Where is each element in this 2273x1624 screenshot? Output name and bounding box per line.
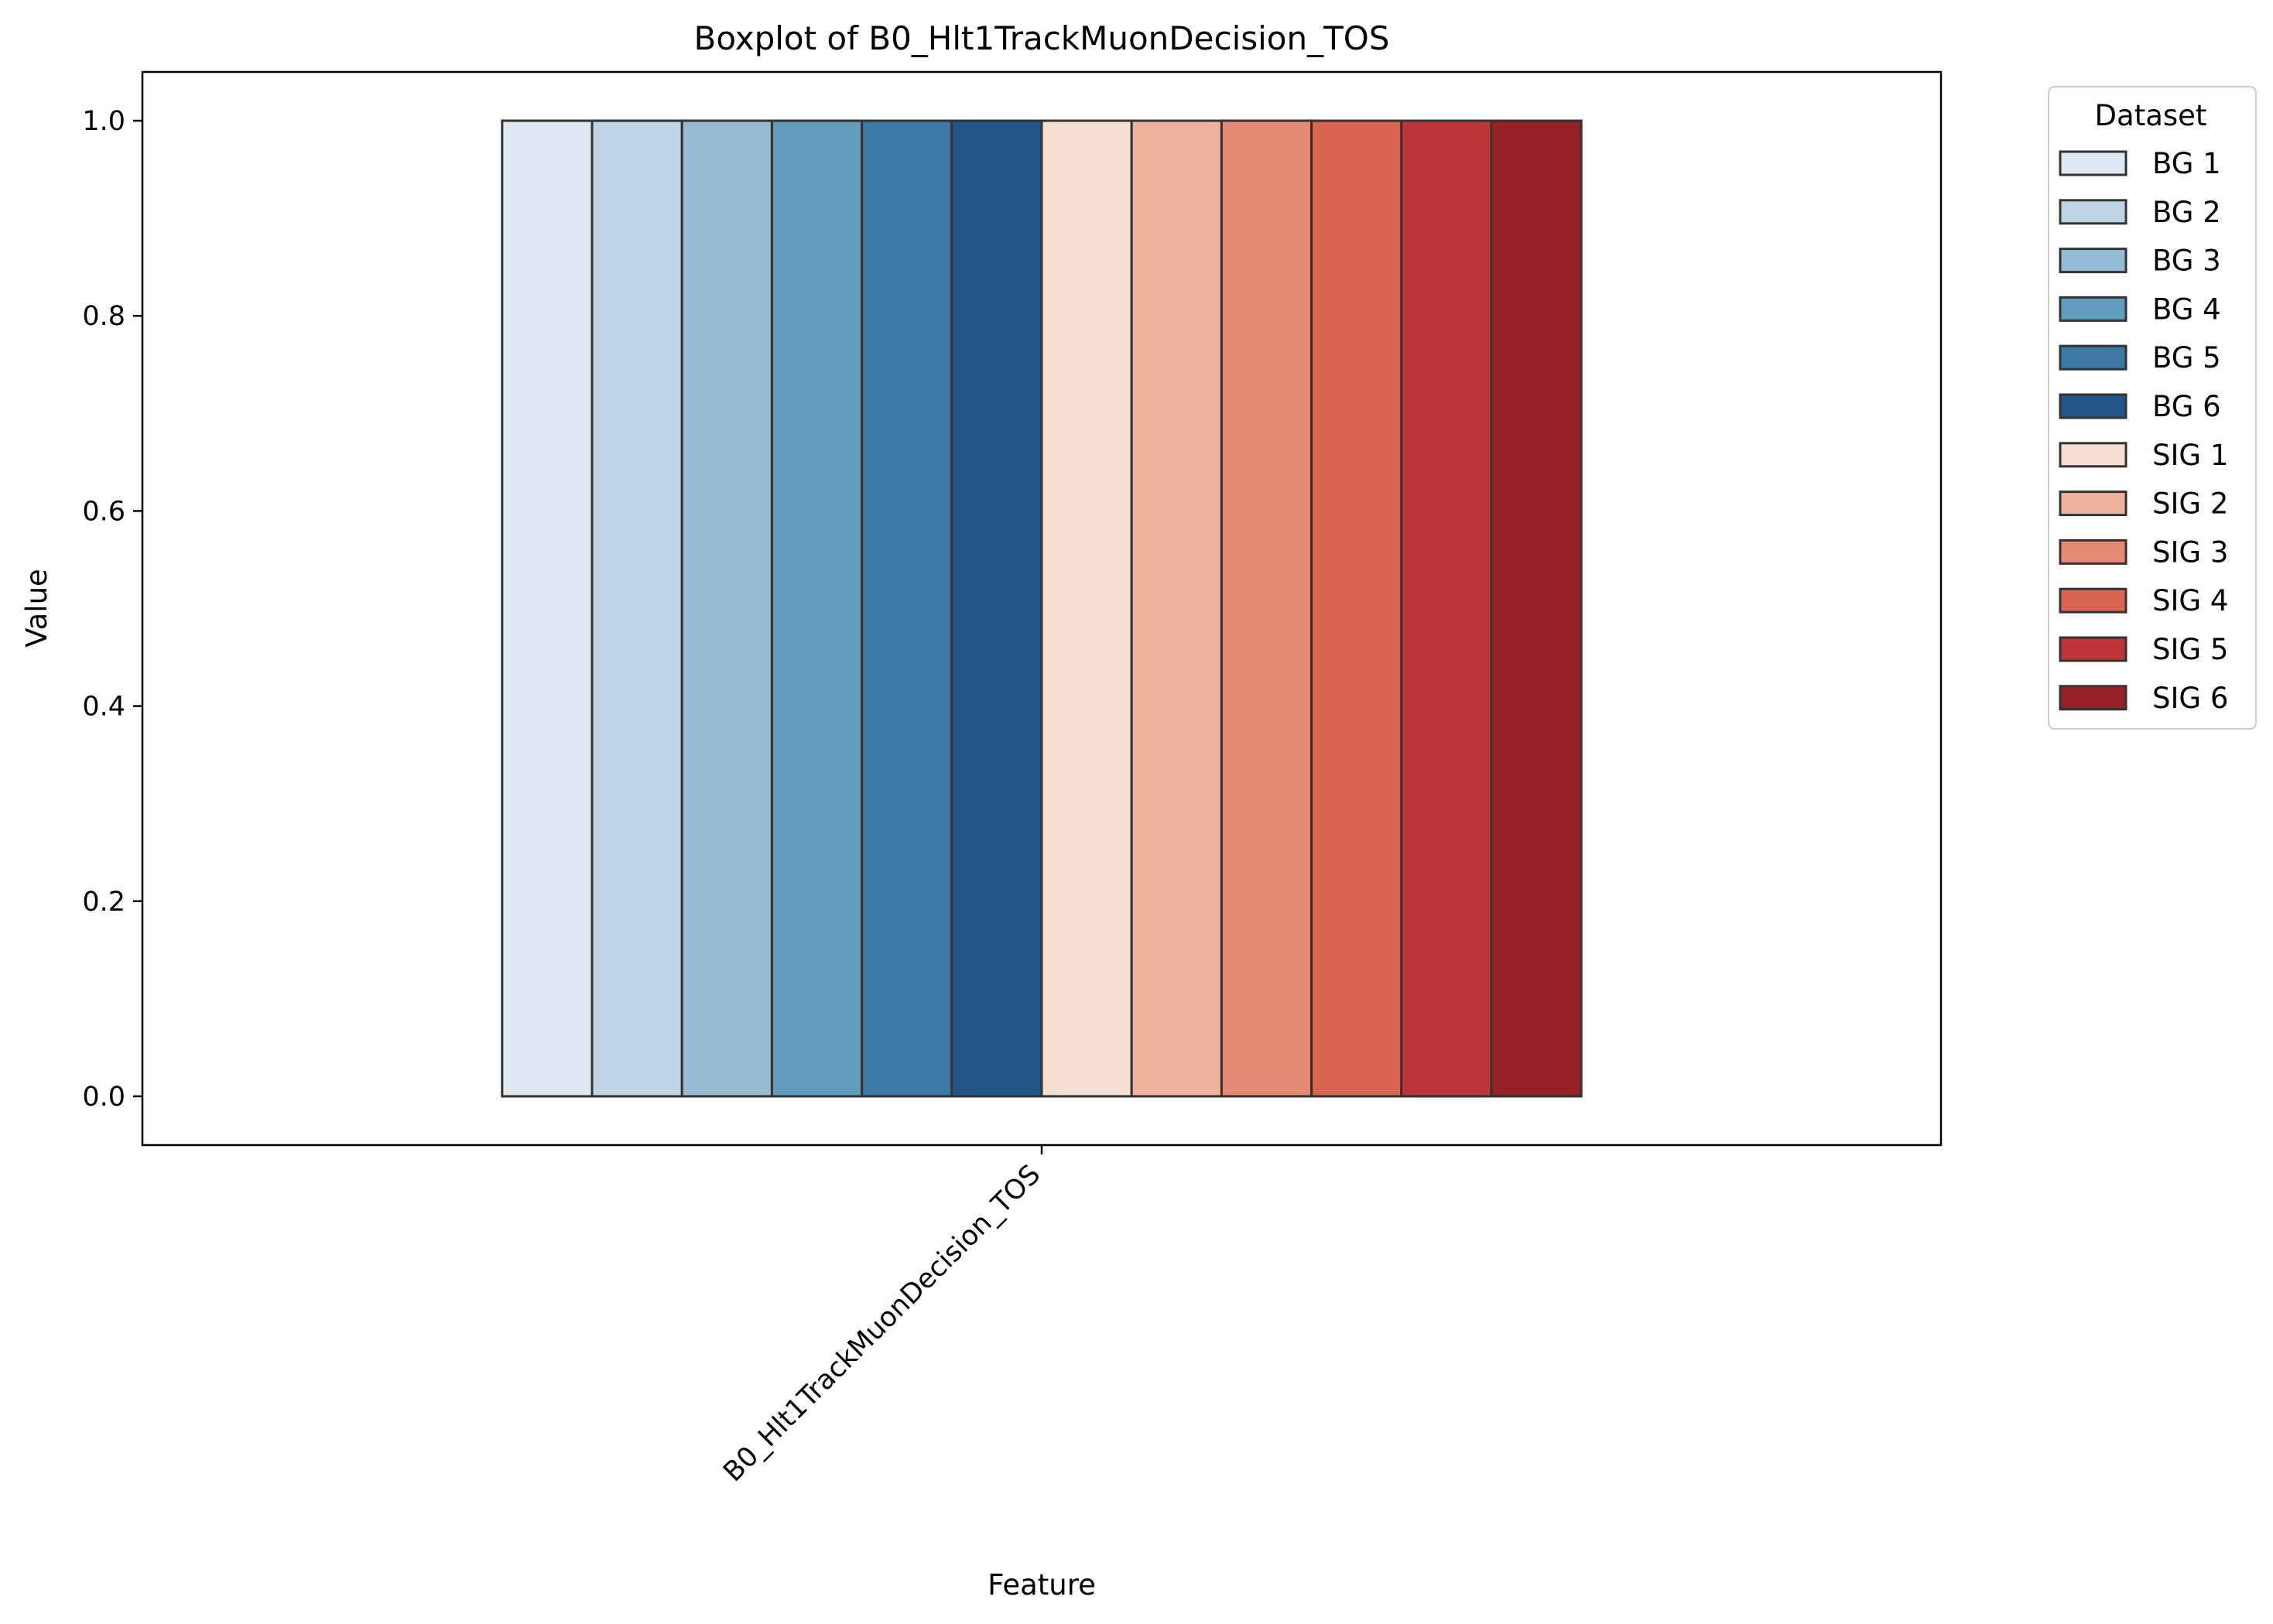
y-tick-label: 0.6 bbox=[82, 496, 125, 527]
legend-label: BG 1 bbox=[2152, 147, 2221, 180]
box-sig-6 bbox=[1490, 119, 1583, 1098]
legend-label: BG 5 bbox=[2152, 341, 2221, 374]
box-group bbox=[501, 119, 1583, 1098]
legend-label: SIG 4 bbox=[2152, 584, 2228, 617]
box-sig-2 bbox=[1130, 119, 1223, 1098]
chart-title: Boxplot of B0_Hlt1TrackMuonDecision_TOS bbox=[694, 19, 1390, 57]
box-sig-1 bbox=[1040, 119, 1133, 1098]
box-bg-4 bbox=[770, 119, 864, 1098]
legend-label: SIG 2 bbox=[2152, 487, 2228, 521]
box-bg-3 bbox=[680, 119, 773, 1098]
legend-swatch bbox=[2059, 587, 2128, 614]
legend-swatch bbox=[2059, 442, 2128, 468]
box-sig-5 bbox=[1400, 119, 1493, 1098]
box-bg-6 bbox=[950, 119, 1043, 1098]
box-sig-4 bbox=[1310, 119, 1403, 1098]
legend-swatch bbox=[2059, 393, 2128, 419]
y-tick-label: 0.8 bbox=[82, 301, 125, 332]
y-tick-label: 0.4 bbox=[82, 692, 125, 723]
legend-swatch bbox=[2059, 538, 2128, 565]
legend-swatch bbox=[2059, 199, 2128, 225]
legend-items: BG 1 BG 2 BG 3 BG 4 BG 5 BG 6 SIG 1 SIG 2 SIG 3 S… bbox=[2059, 147, 2228, 715]
y-tick-label: 0.2 bbox=[82, 887, 125, 918]
legend-label: SIG 6 bbox=[2152, 682, 2228, 715]
box-bg-2 bbox=[591, 119, 683, 1098]
box-sig-3 bbox=[1220, 119, 1313, 1098]
legend-swatch bbox=[2059, 248, 2128, 274]
legend-label: SIG 5 bbox=[2152, 633, 2228, 666]
legend-label: SIG 3 bbox=[2152, 535, 2228, 569]
x-axis-label: Feature bbox=[988, 1568, 1096, 1602]
y-tick-label: 0.0 bbox=[82, 1082, 125, 1113]
y-axis-label: Value bbox=[20, 569, 53, 648]
legend-swatch bbox=[2059, 344, 2128, 371]
legend: Dataset BG 1 BG 2 BG 3 BG 4 BG 5 BG 6 SIG 1 SIG… bbox=[2048, 86, 2257, 730]
legend-title: Dataset bbox=[2095, 99, 2207, 132]
legend-label: BG 2 bbox=[2152, 196, 2221, 229]
legend-label: BG 3 bbox=[2152, 244, 2221, 278]
legend-label: BG 4 bbox=[2152, 292, 2221, 326]
legend-swatch bbox=[2059, 636, 2128, 662]
legend-frame bbox=[2048, 86, 2257, 730]
legend-label: BG 6 bbox=[2152, 390, 2221, 423]
box-bg-5 bbox=[861, 119, 953, 1098]
box-bg-1 bbox=[501, 119, 594, 1098]
legend-label: SIG 1 bbox=[2152, 439, 2228, 472]
legend-swatch bbox=[2059, 685, 2128, 711]
legend-swatch bbox=[2059, 491, 2128, 517]
y-axis: 0.0 0.2 0.4 0.6 0.8 1.0 bbox=[82, 106, 142, 1113]
legend-swatch bbox=[2059, 296, 2128, 322]
y-tick-label: 1.0 bbox=[82, 106, 125, 137]
legend-swatch bbox=[2059, 150, 2128, 176]
